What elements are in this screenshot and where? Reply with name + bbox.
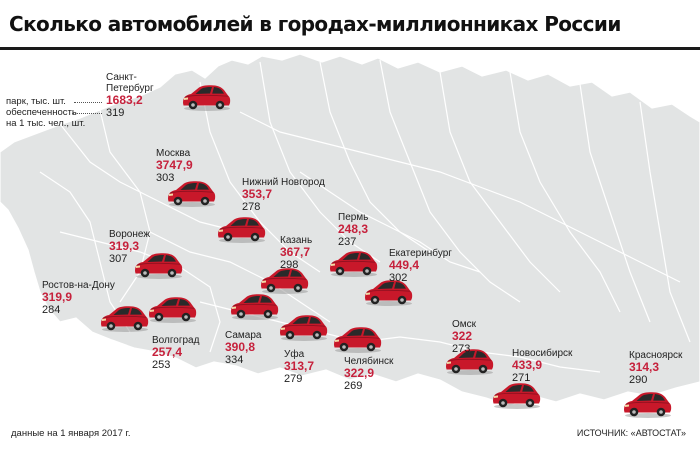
city-label-voronezh: Воронеж 319,3 307 [109,229,151,265]
city-label-chelyabinsk: Челябинск 322,9 269 [344,356,394,392]
city-label-perm: Пермь 248,3 237 [338,212,369,248]
city-label-novosibirsk: Новосибирск 433,9 271 [512,348,573,384]
legend-park: парк, тыс. шт. [6,96,66,107]
city-label-samara: Самара 390,8 334 [225,330,262,366]
legend-provision-line1: обеспеченность [6,107,77,118]
source-credit: ИСТОЧНИК: «АВТОСТАТ» [576,428,686,438]
city-label-rostov-on-don: Ростов-на-Дону 319,9 284 [42,280,115,316]
city-label-volgograd: Волгоград 257,4 253 [152,335,200,371]
legend-provision-line2: на 1 тыс. чел., шт. [6,118,86,129]
city-label-omsk: Омск 322 273 [452,319,477,355]
city-label-moscow: Москва 3747,9 303 [156,148,193,184]
city-label-krasnoyarsk: Красноярск 314,3 290 [629,350,683,386]
city-label-yekaterinburg: Екатеринбург 449,4 302 [389,248,452,284]
legend-leader-provision [72,113,102,114]
page-title: Сколько автомобилей в городах-миллионник… [9,12,621,36]
city-label-kazan: Казань 367,7 298 [280,235,313,271]
title-divider [0,47,700,50]
city-label-ufa: Уфа 313,7 279 [284,349,315,385]
data-date-footnote: данные на 1 января 2017 г. [11,428,131,439]
car-icon [623,391,672,419]
legend-leader-park [74,102,102,103]
russia-map [0,53,700,419]
city-label-nizhny-novgorod: Нижний Новгород 353,7 278 [242,177,325,213]
city-label-saint-petersburg: Санкт- Петербург 1683,2 319 [106,72,154,119]
